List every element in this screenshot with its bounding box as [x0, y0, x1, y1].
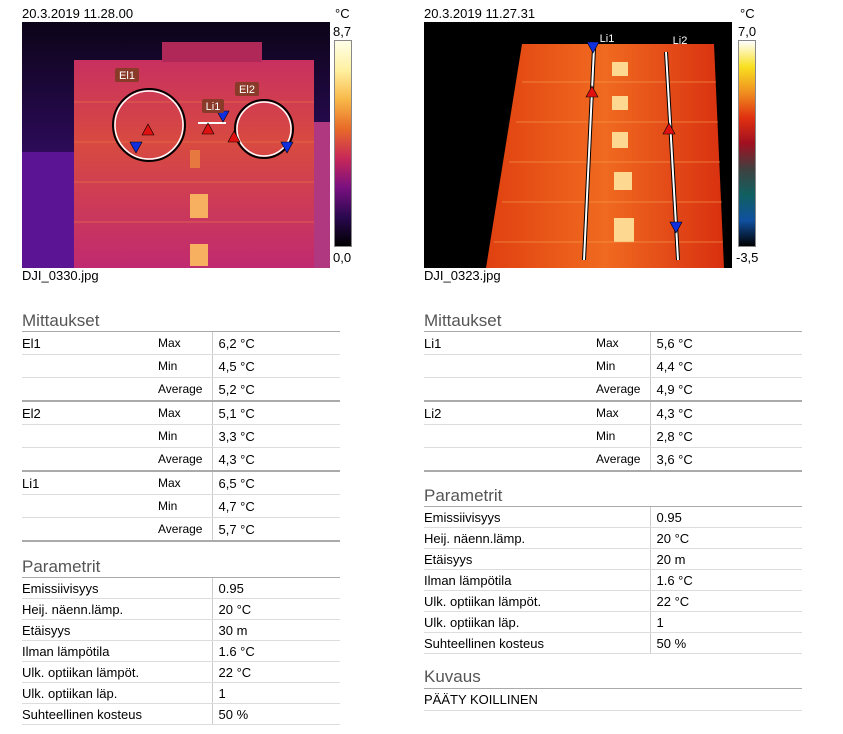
measure-name: El2 — [22, 401, 158, 425]
left-marker-el1-label: El1 — [119, 70, 135, 82]
left-scale-unit: °C — [335, 6, 350, 21]
right-marker-li2-label: Li2 — [673, 35, 688, 47]
left-thermal-image: El1 El2 Li1 — [22, 22, 330, 268]
left-params-table: Emissiivisyys 0.95 Heij. näenn.lämp. 20 °C… — [22, 578, 340, 725]
right-color-scale-bar — [738, 40, 756, 247]
left-marker-el2-label: El2 — [239, 84, 255, 96]
left-color-scale-bar — [334, 40, 352, 247]
left-filename: DJI_0330.jpg — [22, 268, 99, 283]
right-scale-max: 7,0 — [738, 24, 757, 39]
right-measurements-table: Li1 Max 5,6 °C Min 4,4 °C Average 4,9 °C Li2… — [424, 332, 802, 472]
left-timestamp: 20.3.2019 11.28.00 — [22, 6, 134, 21]
right-description-text: PÄÄTY KOILLINEN — [424, 690, 802, 711]
right-marker-li1-label: Li1 — [600, 33, 615, 45]
measure-name: Li1 — [22, 471, 158, 495]
left-scale-max: 8,7 — [333, 24, 352, 39]
left-params-title: Parametrit — [22, 557, 101, 576]
right-scale-unit: °C — [740, 6, 755, 21]
right-thermal-image: Li1 Li2 — [424, 22, 732, 268]
left-scale-min: 0,0 — [333, 250, 352, 265]
right-timestamp: 20.3.2019 11.27.31 — [424, 6, 536, 21]
right-params-title: Parametrit — [424, 486, 503, 505]
right-measurements-title: Mittaukset — [424, 311, 502, 330]
left-measurements-title: Mittaukset — [22, 311, 100, 330]
left-marker-li1-label: Li1 — [206, 101, 221, 113]
right-description-title: Kuvaus — [424, 667, 481, 686]
right-scale-min: -3,5 — [736, 250, 759, 265]
measure-name: El1 — [22, 332, 158, 355]
right-filename: DJI_0323.jpg — [424, 268, 501, 283]
left-measurements-table: El1 Max 6,2 °C Min 4,5 °C Average 5,2 °C El2… — [22, 332, 340, 542]
right-params-table: Emissiivisyys 0.95 Heij. näenn.lämp. 20 °C… — [424, 507, 802, 654]
measure-name: Li1 — [424, 332, 596, 355]
measure-name: Li2 — [424, 401, 596, 425]
